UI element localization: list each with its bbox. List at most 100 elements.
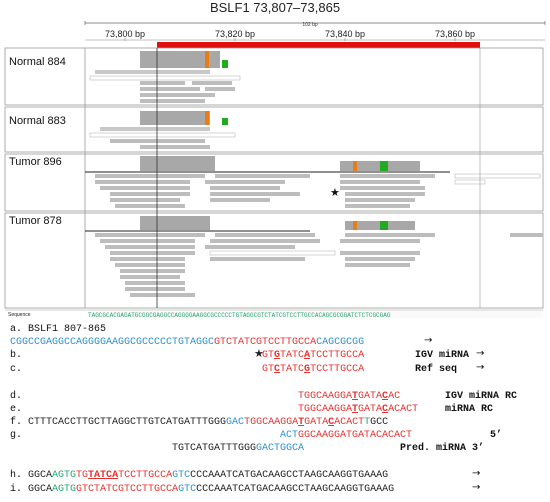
line-b-sequence: GTGTATCATCCTTGCCA	[262, 350, 364, 361]
seq-black: TGTCATGATTTGGG	[172, 443, 257, 454]
line-g2-sequence: TGTCATGATTTGGGGACTGGCA	[172, 443, 304, 454]
seq-mismatch: A	[112, 470, 119, 481]
seq-green: AGTG	[52, 484, 77, 495]
seq-red: TCCTTGCCA	[118, 470, 173, 481]
seq-mismatch: C	[328, 417, 335, 428]
seq-black: GGCA	[28, 470, 53, 481]
seq-red: GTCTATCGTCCTTGCCA	[76, 484, 179, 495]
seq-red: GGCAAGGATGATACACACT	[298, 430, 413, 441]
track-normal-884[interactable]	[89, 51, 241, 103]
line-d-sequence: TGGCAAGGATGATACAC	[298, 391, 400, 402]
seq-red: GATA	[304, 417, 329, 428]
seq-blue: GTC	[172, 470, 191, 481]
track-label-tumor-878: Tumor 878	[9, 215, 62, 227]
seq-red: GATA	[358, 391, 383, 402]
ruler-tick-label: 73,860 bp	[435, 29, 475, 39]
seq-black: GGCA	[28, 484, 53, 495]
seq-mismatch: G	[304, 364, 311, 375]
line-i-sequence: GGCAAGTGGTCTATCGTCCTTGCCAGTCCCCAAATCATGA…	[28, 484, 394, 495]
ruler-span-label: 102 bp	[302, 22, 318, 28]
seq-blue: ACT	[280, 430, 299, 441]
seq-red: ACACT	[334, 417, 365, 428]
seq-blue: CAGCGCGG	[316, 337, 365, 348]
line-i-prefix: i.	[10, 484, 23, 495]
line-d-prefix: d.	[10, 391, 23, 402]
seq-red: AC	[388, 391, 401, 402]
svg-text:TAGCGCACGAGATGCGGCGAGGCCAGGGGA: TAGCGCACGAGATGCGGCGAGGCCAGGGGAAGGCGCCCCC…	[88, 312, 391, 318]
reference-sequence-track: Sequence TAGCGCACGAGATGCGGCGAGGCCAGGGGAA…	[5, 309, 543, 318]
track-tumor-878[interactable]	[85, 216, 543, 297]
track-label-tumor-896: Tumor 896	[9, 156, 62, 168]
seq-mismatch: G	[274, 350, 281, 361]
region-highlight-bar	[157, 42, 480, 48]
seq-mismatch: T	[298, 417, 305, 428]
line-b-prefix: b.	[10, 350, 23, 361]
track-normal-883[interactable]	[89, 111, 236, 149]
ruler-tick-label: 73,840 bp	[325, 29, 365, 39]
seq-black: CCCAAATCATGACAAGCCTAAGCAAGGTGAAAG	[196, 484, 395, 495]
seq-blue: GACTGGCA	[256, 443, 305, 454]
seq-black: CCCAAATCATGACAAGCCTAAGCAAGGTGAAAG	[190, 470, 389, 481]
track-tumor-896[interactable]: ★	[85, 156, 541, 208]
line-h-sequence: GGCAAGTGTGTATCATCCTTGCCAGTCCCCAAATCATGAC…	[28, 470, 388, 481]
arrow-icon: →	[472, 468, 481, 479]
ruler-tick-label: 73,800 bp	[105, 29, 145, 39]
seq-red: TCCTTGCCA	[310, 350, 365, 361]
line-e-tag: miRNA RC	[445, 404, 494, 415]
line-b-tag: IGV miRNA	[415, 350, 470, 361]
line-e-sequence: TGGCAAGGATGATACACACT	[298, 404, 418, 415]
line-g1-tag: 5’	[490, 430, 503, 441]
line-c-tag: Ref seq	[415, 364, 458, 375]
seq-red: TATC	[88, 470, 113, 481]
seq-red: TGGCAAGGA	[298, 391, 353, 402]
seq-mismatch: C	[274, 364, 281, 375]
seq-red: TCCTTGCCA	[310, 364, 365, 375]
seq-red: TATC	[280, 364, 305, 375]
ruler-tick-label: 73,820 bp	[215, 29, 255, 39]
seq-mismatch: A	[304, 350, 311, 361]
seq-red: ACACT	[388, 404, 419, 415]
arrow-icon: →	[476, 362, 485, 373]
seq-red: TG	[76, 470, 89, 481]
track-label-normal-883: Normal 883	[9, 115, 66, 127]
line-d-tag: IGV miRNA RC	[445, 391, 518, 402]
line-h-prefix: h.	[10, 470, 23, 481]
seq-mismatch: T	[352, 391, 359, 402]
arrow-icon: →	[424, 335, 433, 346]
seq-red: TATC	[280, 350, 305, 361]
seq-red: GT	[262, 364, 275, 375]
line-c-prefix: c.	[10, 364, 23, 375]
star-marker: ★	[254, 347, 264, 360]
locus-title: BSLF1 73,807–73,865	[209, 0, 341, 15]
sequence-track-label: Sequence	[8, 312, 31, 318]
line-g2-tag: Pred. miRNA 3’	[400, 443, 485, 454]
seq-black: GCC	[370, 417, 389, 428]
seq-blue: CGGCCGAGGCCAGGGGAAGGCGCCCCCTGTAGGC	[10, 337, 215, 348]
seq-red: GATA	[358, 404, 383, 415]
line-e-prefix: e.	[10, 404, 23, 415]
seq-red: TGGCAAGGA	[298, 404, 353, 415]
arrow-icon: →	[476, 348, 485, 359]
line-c-sequence: GTCTATCGTCCTTGCCA	[262, 364, 364, 375]
igv-browser-panel[interactable]: 102 bp 73,800 bp 73,820 bp 73,840 bp 73,…	[0, 18, 550, 318]
seq-red: TGGCAAGGA	[244, 417, 299, 428]
seq-green: AGTG	[52, 470, 77, 481]
arrow-icon: →	[472, 482, 481, 493]
ruler: 102 bp 73,800 bp 73,820 bp 73,840 bp 73,…	[84, 21, 546, 48]
seq-red: GTCTATCGTCCTTGCCA	[214, 337, 317, 348]
star-marker: ★	[330, 186, 340, 199]
track-label-normal-884: Normal 884	[9, 56, 66, 68]
seq-black: CTTTCACCTTGCTTAGGCTTGTCATGATTTGGG	[28, 417, 227, 428]
seq-mismatch: T	[352, 404, 359, 415]
seq-mismatch: C	[382, 391, 389, 402]
line-f-sequence: CTTTCACCTTGCTTAGGCTTGTCATGATTTGGGGACTGGC…	[28, 417, 388, 428]
line-g1-sequence: ACTGGCAAGGATGATACACACT	[280, 430, 412, 441]
line-f-prefix: f.	[10, 417, 23, 428]
seq-red: GT	[262, 350, 275, 361]
line-a-label: a. BSLF1 807-865	[10, 324, 107, 335]
seq-blue: GAC	[226, 417, 245, 428]
seq-blue: GTC	[178, 484, 197, 495]
line-a-sequence: CGGCCGAGGCCAGGGGAAGGCGCCCCCTGTAGGCGTCTAT…	[10, 337, 364, 348]
seq-green: T	[364, 417, 371, 428]
line-g-prefix: g.	[10, 430, 23, 441]
